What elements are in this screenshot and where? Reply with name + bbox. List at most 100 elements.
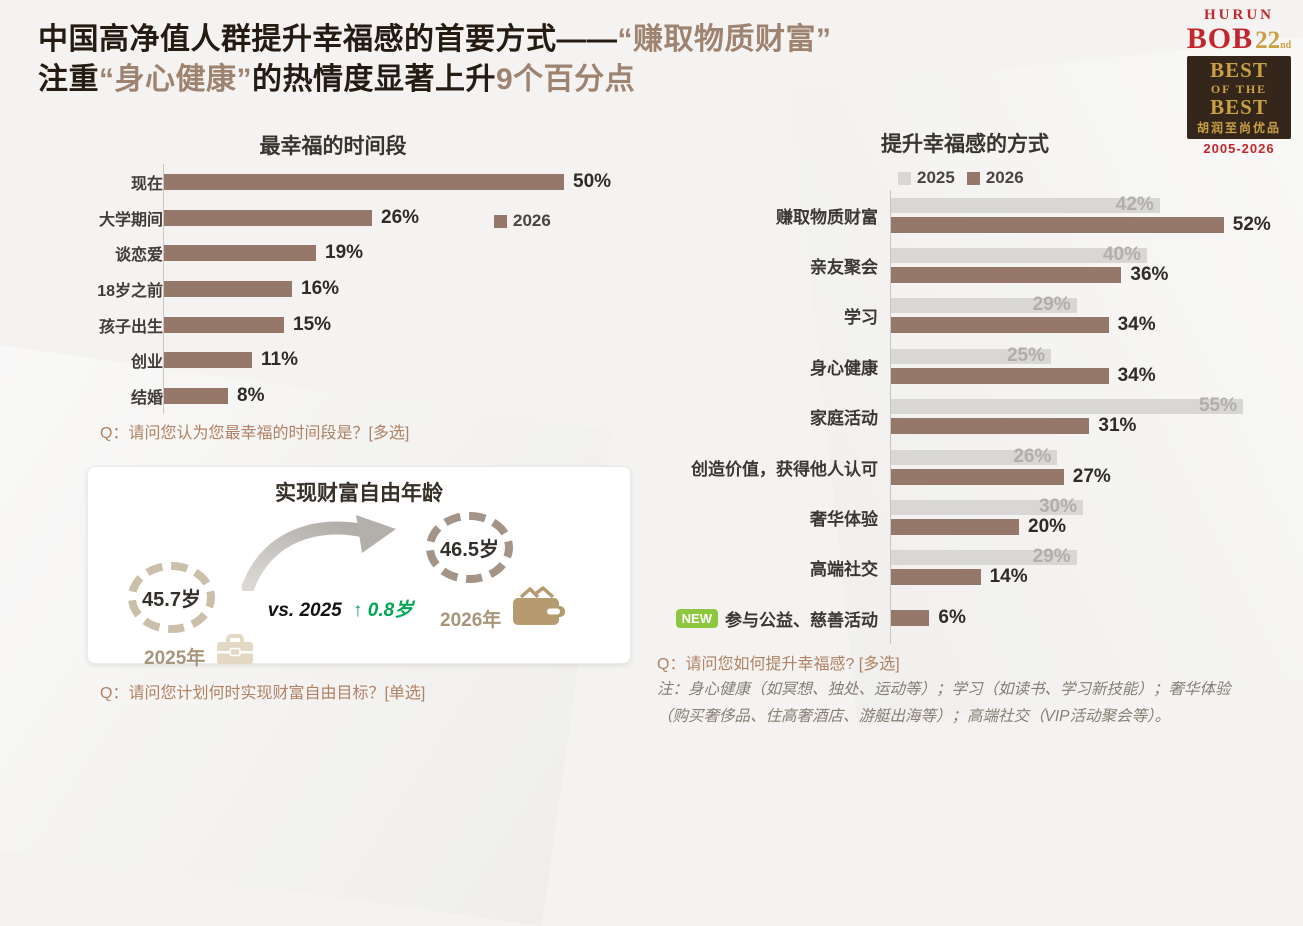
year-label-2026: 2026年 <box>440 610 502 631</box>
bar-group: 赚取物质财富 42% 52% <box>655 190 1303 241</box>
bar-2025-row: 30% <box>891 496 1303 518</box>
bar-2026-row: 27% <box>891 467 1303 486</box>
bar-2025: 29% <box>891 294 1077 316</box>
bar-value-label: 42% <box>1115 193 1154 215</box>
bar-2026-row: 20% <box>891 517 1303 536</box>
bar-row: 现在 50% <box>83 164 643 200</box>
bar-2025: 42% <box>891 193 1160 215</box>
bar-value-label: 34% <box>1117 314 1156 336</box>
bar-row: 18岁之前 16% <box>83 271 643 307</box>
hurun-bob-logo: HURUN BOB 22 nd BEST OF THE BEST 胡润至尚优品 … <box>1187 7 1291 156</box>
logo-edition: 22 <box>1255 27 1281 54</box>
legend-swatch-2026 <box>966 171 980 185</box>
logo-brand: HURUN <box>1204 7 1274 23</box>
bar-category-label: 孩子出生 <box>98 318 163 336</box>
bar-category-label: 高端社交 <box>655 543 890 593</box>
wealth-freedom-card: 实现财富自由年龄 45.7岁 2025年 vs. 2025 ↑ 0 <box>87 466 631 669</box>
bar-track: 50% <box>163 164 643 200</box>
bar-group: 学习 29% 34% <box>655 290 1303 342</box>
briefcase-icon <box>215 633 255 670</box>
bar-row: 创业 11% <box>83 342 643 379</box>
wallet-icon <box>511 585 567 632</box>
bar-2026 <box>164 245 316 262</box>
bar-2025-row: 25% <box>891 344 1303 366</box>
legend-item-2025: 2025 <box>898 168 955 188</box>
bar-category-text: 高端社交 <box>810 560 878 580</box>
bar-category-label: 18岁之前 <box>97 282 163 300</box>
logo-best-2: BEST <box>1210 95 1268 119</box>
logo-bob: BOB <box>1186 22 1254 55</box>
bar-2026-row: 31% <box>891 415 1303 437</box>
title-highlight: “赚取物质财富” <box>617 23 832 56</box>
slide: { "header": { "line1_dark": "中国高净值人群提升幸福… <box>0 7 1303 926</box>
bar-2025-row: 40% <box>891 245 1303 264</box>
bar-value-label: 31% <box>1098 415 1137 437</box>
bar-category-label: 大学期间 <box>98 211 163 229</box>
title-highlight: 9个百分点 <box>496 63 636 96</box>
legend-2026: 2026 <box>494 211 551 231</box>
bar-category-text: 赚取物质财富 <box>776 207 878 227</box>
title-text: 中国高净值人群提升幸福感的首要方式—— <box>38 23 618 56</box>
bar-category-label: 学习 <box>655 291 890 341</box>
bar-2025: 40% <box>891 245 1147 264</box>
bar-value-label: 25% <box>1006 344 1045 366</box>
bar-2026-row: 52% <box>891 213 1303 235</box>
bar-track: 6% <box>890 593 1303 644</box>
bar-category-text: 亲友聚会 <box>810 258 878 278</box>
bar-2026 <box>891 468 1064 485</box>
bar-value-label: 19% <box>325 242 364 264</box>
legend-swatch-2025 <box>898 171 911 185</box>
bar-2026 <box>164 209 372 226</box>
logo-bob-row: BOB 22 nd <box>1187 24 1291 54</box>
bar-2025: 55% <box>891 396 1243 415</box>
bar-track: 29% 14% <box>890 542 1303 594</box>
bar-2026 <box>164 316 284 333</box>
bar-2026 <box>164 280 292 297</box>
bar-track: 8% <box>163 378 643 414</box>
bar-group: 奢华体验 30% 20% <box>655 492 1303 543</box>
bar-2026 <box>164 352 252 369</box>
legend-label: 2026 <box>985 168 1024 187</box>
bar-category-label: 结婚 <box>130 389 163 407</box>
bar-value-label: 34% <box>1117 364 1156 386</box>
question-happiness-methods: Q：请问您如何提升幸福感? [多选] <box>657 656 900 673</box>
legend-2025-2026: 2025 2026 <box>898 168 1024 188</box>
vs-label: vs. 2025 <box>267 600 342 621</box>
bar-2026 <box>891 317 1109 334</box>
bar-2026-row: 34% <box>891 364 1303 386</box>
growth-arrow-icon <box>240 513 400 596</box>
bar-2026 <box>891 267 1122 284</box>
bar-track: 15% <box>163 306 643 343</box>
card-title: 实现财富自由年龄 <box>275 482 443 505</box>
new-badge: NEW <box>675 608 718 628</box>
bar-group: 高端社交 29% 14% <box>655 542 1303 594</box>
gauge-ring-2025: 45.7岁 <box>128 562 215 633</box>
bar-value-label: 50% <box>573 170 612 192</box>
bar-category-label: 谈恋爱 <box>114 247 163 265</box>
bar-value-label: 29% <box>1032 294 1071 316</box>
bar-2026-row: 36% <box>891 265 1303 284</box>
page-title: 中国高净值人群提升幸福感的首要方式——“赚取物质财富” 注重“身心健康”的热情度… <box>38 20 832 100</box>
legend-swatch-2026 <box>494 214 507 228</box>
bar-value-label: 11% <box>261 349 298 371</box>
legend-label: 2026 <box>513 211 551 230</box>
bar-value-label: 14% <box>989 566 1028 588</box>
bar-track: 16% <box>163 271 643 307</box>
logo-best-of-the-best: BEST OF THE BEST 胡润至尚优品 <box>1187 56 1291 139</box>
title-text: 的热情度显著上升 <box>252 63 496 96</box>
bar-category-text: 家庭活动 <box>810 409 878 429</box>
bar-category-label: 亲友聚会 <box>655 240 890 290</box>
title-line-1: 中国高净值人群提升幸福感的首要方式——“赚取物质财富” <box>38 20 832 60</box>
bar-value-label: 30% <box>1038 496 1077 518</box>
gauge-ring-2026: 46.5岁 <box>426 512 513 583</box>
bar-row: 孩子出生 15% <box>83 306 643 343</box>
logo-chinese: 胡润至尚优品 <box>1196 121 1281 135</box>
legend-label: 2025 <box>917 168 955 187</box>
bar-value-label: 16% <box>301 277 340 299</box>
happiest-period-rows: 现在 50% 大学期间 26% 谈恋爱 19% 18岁之前 16% 孩子出生 15% 创业 11% 结婚… <box>83 164 643 414</box>
bar-category-label: 创造价值，获得他人认可 <box>655 442 890 492</box>
bar-value-label: 52% <box>1232 213 1271 235</box>
comparison-text: vs. 2025 ↑ 0.8岁 <box>248 595 433 622</box>
title-line-2: 注重“身心健康”的热情度显著上升9个百分点 <box>38 60 832 100</box>
logo-edition-suffix: nd <box>1280 40 1292 51</box>
